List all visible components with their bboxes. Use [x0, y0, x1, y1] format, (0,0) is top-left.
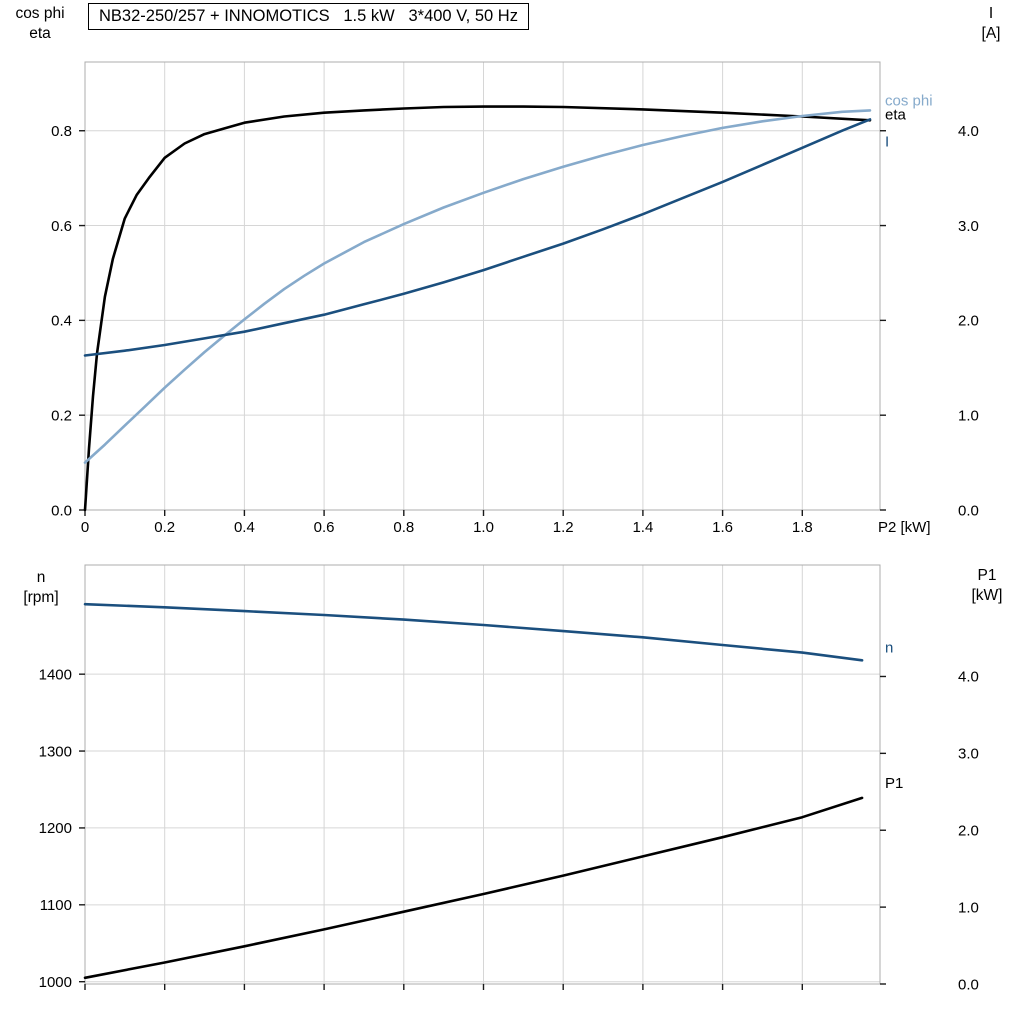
xtick-label: 1.2: [553, 519, 574, 536]
top-chart-left-axis-title: cos phi eta: [15, 5, 65, 42]
xtick-label: 1.4: [632, 519, 653, 536]
ytick-label-right: 4.0: [958, 123, 979, 140]
ytick-label-left: 1200: [39, 820, 72, 837]
plot-frame: [84, 564, 881, 985]
ytick-label-right: 4.0: [958, 669, 979, 686]
ytick-label-right: 0.0: [958, 976, 979, 993]
eta-curve: [83, 105, 872, 512]
ytick-label-right: 3.0: [958, 218, 979, 235]
ytick-label-left: 0.2: [51, 407, 72, 424]
xtick-label: 1.6: [712, 519, 733, 536]
input-power-curve-label: P1: [885, 775, 903, 792]
ytick-label-right: 0.0: [958, 502, 979, 519]
cos-phi-curve-label: cos phi: [885, 93, 933, 110]
eta-curve-label: eta: [885, 107, 907, 124]
ytick-label-left: 1400: [39, 666, 72, 683]
ytick-label-left: 1300: [39, 743, 72, 760]
current-curve: [83, 118, 872, 357]
ytick-label-left: 0.8: [51, 123, 72, 140]
speed-curve-label: n: [885, 640, 893, 657]
xtick-label: 0.6: [314, 519, 335, 536]
xtick-label: 0.4: [234, 519, 255, 536]
ytick-label-left: 1000: [39, 974, 72, 991]
chart-title: NB32-250/257 + INNOMOTICS 1.5 kW 3*400 V…: [88, 3, 529, 30]
ytick-label-left: 1100: [40, 897, 72, 914]
ytick-label-right: 3.0: [958, 746, 979, 763]
input-power-curve: [83, 796, 864, 980]
xtick-label: 0: [81, 519, 89, 536]
xtick-label: 0.2: [154, 519, 175, 536]
cos-phi-curve: [83, 109, 872, 464]
bottom-chart-right-axis-title: P1 [kW]: [971, 567, 1003, 604]
ytick-label-left: 0.0: [51, 502, 72, 519]
xtick-label: 1.8: [792, 519, 813, 536]
ytick-label-right: 1.0: [958, 899, 979, 916]
xtick-label: 0.8: [393, 519, 414, 536]
xtick-label: 1.0: [473, 519, 494, 536]
ytick-label-right: 2.0: [958, 313, 979, 330]
speed-curve: [83, 602, 864, 662]
current-curve-label: I: [885, 134, 889, 151]
ytick-label-left: 0.6: [51, 218, 72, 235]
plot-frame: [84, 61, 881, 511]
bottom-chart-left-axis-title: n [rpm]: [23, 569, 59, 606]
x-axis-title: P2 [kW]: [878, 519, 931, 536]
ytick-label-right: 2.0: [958, 822, 979, 839]
ytick-label-left: 0.4: [51, 313, 72, 330]
top-chart-right-axis-title: I [A]: [981, 5, 1001, 42]
ytick-label-right: 1.0: [958, 407, 979, 424]
